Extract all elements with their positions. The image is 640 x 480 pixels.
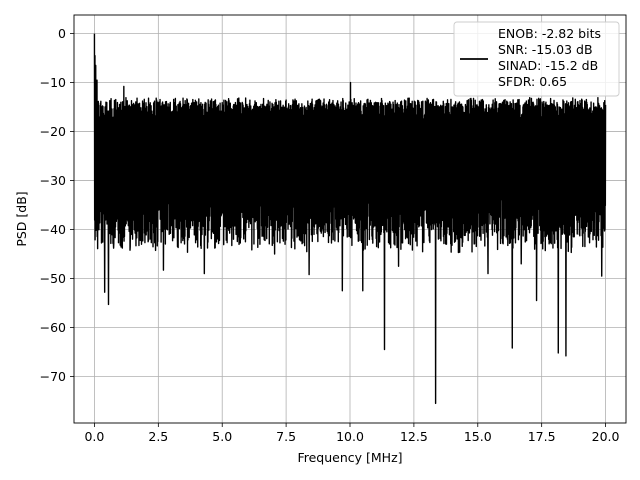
x-tick-label: 2.5: [148, 429, 168, 444]
x-tick-label: 0.0: [84, 429, 104, 444]
x-tick-label: 5.0: [212, 429, 232, 444]
y-tick-label: −10: [40, 75, 66, 90]
x-tick-label: 12.5: [400, 429, 428, 444]
y-tick-label: −30: [40, 173, 66, 188]
plot-area: [93, 33, 607, 405]
y-tick-label: −50: [40, 271, 66, 286]
x-axis-label: Frequency [MHz]: [297, 450, 402, 465]
x-tick-label: 20.0: [592, 429, 620, 444]
legend: ENOB: -2.82 bits SNR: -15.03 dB SINAD: -…: [453, 21, 620, 97]
y-tick-label: −70: [40, 369, 66, 384]
y-tick-label: −20: [40, 124, 66, 139]
psd-series-line: [93, 33, 607, 405]
legend-sinad: SINAD: -15.2 dB: [498, 58, 598, 73]
legend-box: [453, 21, 620, 97]
legend-sfdr: SFDR: 0.65: [498, 74, 567, 89]
y-tick-label: −40: [40, 222, 66, 237]
x-tick-label: 10.0: [336, 429, 364, 444]
y-tick-label: 0: [58, 26, 66, 41]
x-tick-label: 15.0: [464, 429, 492, 444]
x-tick-label: 7.5: [276, 429, 296, 444]
axis-ticks: 0.0 2.5 5.0 7.5 10.0 12.5 15.0 17.5 20.0 0 −10 −20 −…: [40, 26, 620, 444]
legend-snr: SNR: -15.03 dB: [498, 42, 593, 57]
y-axis-label: PSD [dB]: [14, 191, 29, 246]
legend-enob: ENOB: -2.82 bits: [498, 26, 601, 41]
x-tick-label: 17.5: [528, 429, 556, 444]
y-tick-label: −60: [40, 320, 66, 335]
